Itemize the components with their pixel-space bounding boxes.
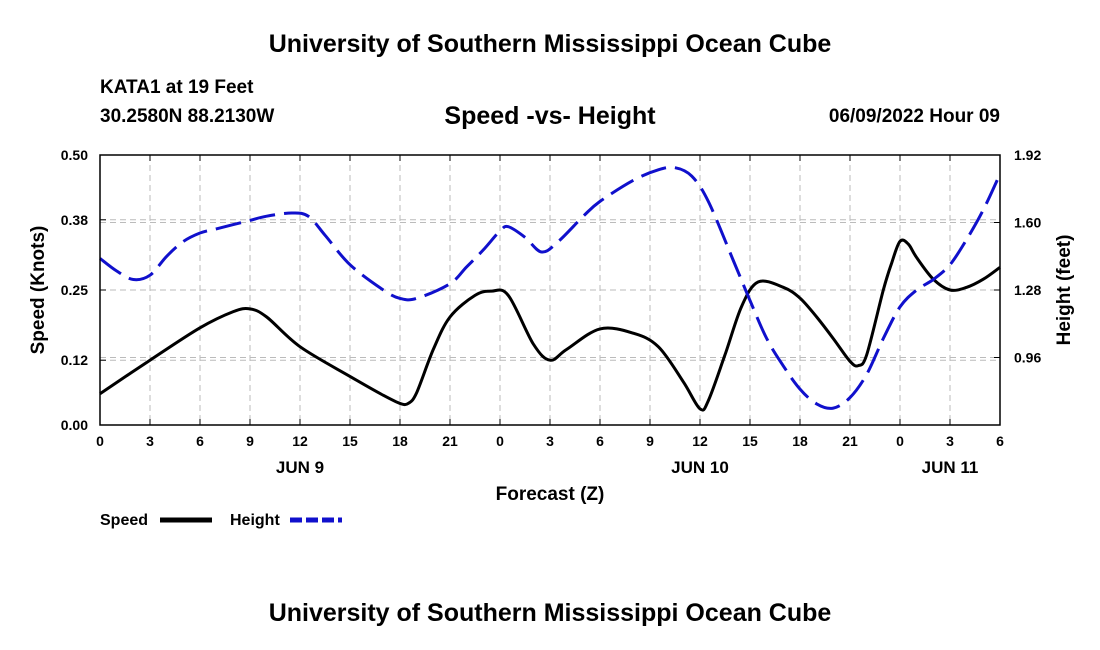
- page-title: University of Southern Mississippi Ocean…: [268, 30, 832, 58]
- axis-layer: 0 3 6 9 12 15 18 21 0 3 6 9 12 15 18 21 0 3 6 JUN 9 JUN 10 JU…: [61, 147, 1042, 477]
- x-tick-label: 21: [442, 433, 458, 449]
- x-tick-label: 0: [496, 433, 504, 449]
- x-tick-label: 15: [342, 433, 358, 449]
- x-tick-label: 18: [392, 433, 408, 449]
- x-tick-label: 3: [546, 433, 554, 449]
- coordinates-label: 30.2580N 88.2130W: [100, 106, 275, 127]
- x-tick-label: 9: [246, 433, 254, 449]
- footer-title: University of Southern Mississippi Ocean…: [268, 599, 832, 627]
- y2-axis-title: Height (feet): [1054, 235, 1075, 346]
- x-tick-label: 6: [196, 433, 204, 449]
- datetime-label: 06/09/2022 Hour 09: [828, 106, 1000, 127]
- chart-subtitle: Speed -vs- Height: [444, 102, 656, 130]
- legend-label-speed: Speed: [100, 512, 148, 529]
- x-tick-label: 21: [842, 433, 858, 449]
- series-line-height: [99, 165, 1002, 410]
- x-tick-label: 3: [946, 433, 954, 449]
- x-axis-title: Forecast (Z): [496, 484, 605, 505]
- y2-tick-label: 1.92: [1014, 147, 1041, 163]
- x-tick-label: 9: [646, 433, 654, 449]
- x-tick-label: 15: [742, 433, 758, 449]
- y2-tick-label: 1.60: [1014, 215, 1041, 231]
- day-label: JUN 11: [922, 458, 979, 477]
- y-tick-label: 0.38: [61, 212, 88, 228]
- x-tick-label: 12: [692, 433, 708, 449]
- legend: Speed Height: [100, 512, 342, 529]
- y-axis-title: Speed (Knots): [28, 226, 49, 355]
- y2-tick-label: 1.28: [1014, 282, 1041, 298]
- y-tick-label: 0.25: [61, 282, 88, 298]
- x-tick-label: 12: [292, 433, 308, 449]
- y-tick-label: 0.12: [61, 352, 88, 368]
- grid-layer: [99, 154, 1001, 426]
- x-tick-label: 0: [96, 433, 104, 449]
- legend-label-height: Height: [230, 512, 280, 529]
- day-label: JUN 9: [276, 458, 324, 477]
- day-label: JUN 10: [671, 458, 729, 477]
- station-label: KATA1 at 19 Feet: [100, 77, 254, 98]
- y2-tick-label: 0.96: [1014, 350, 1041, 366]
- x-tick-label: 0: [896, 433, 904, 449]
- series-layer: [99, 165, 1002, 412]
- x-tick-label: 3: [146, 433, 154, 449]
- x-tick-label: 18: [792, 433, 808, 449]
- y-tick-label: 0.50: [61, 147, 88, 163]
- series-line-speed: [99, 238, 1001, 412]
- x-tick-label: 6: [996, 433, 1004, 449]
- y-tick-label: 0.00: [61, 417, 88, 433]
- x-tick-label: 6: [596, 433, 604, 449]
